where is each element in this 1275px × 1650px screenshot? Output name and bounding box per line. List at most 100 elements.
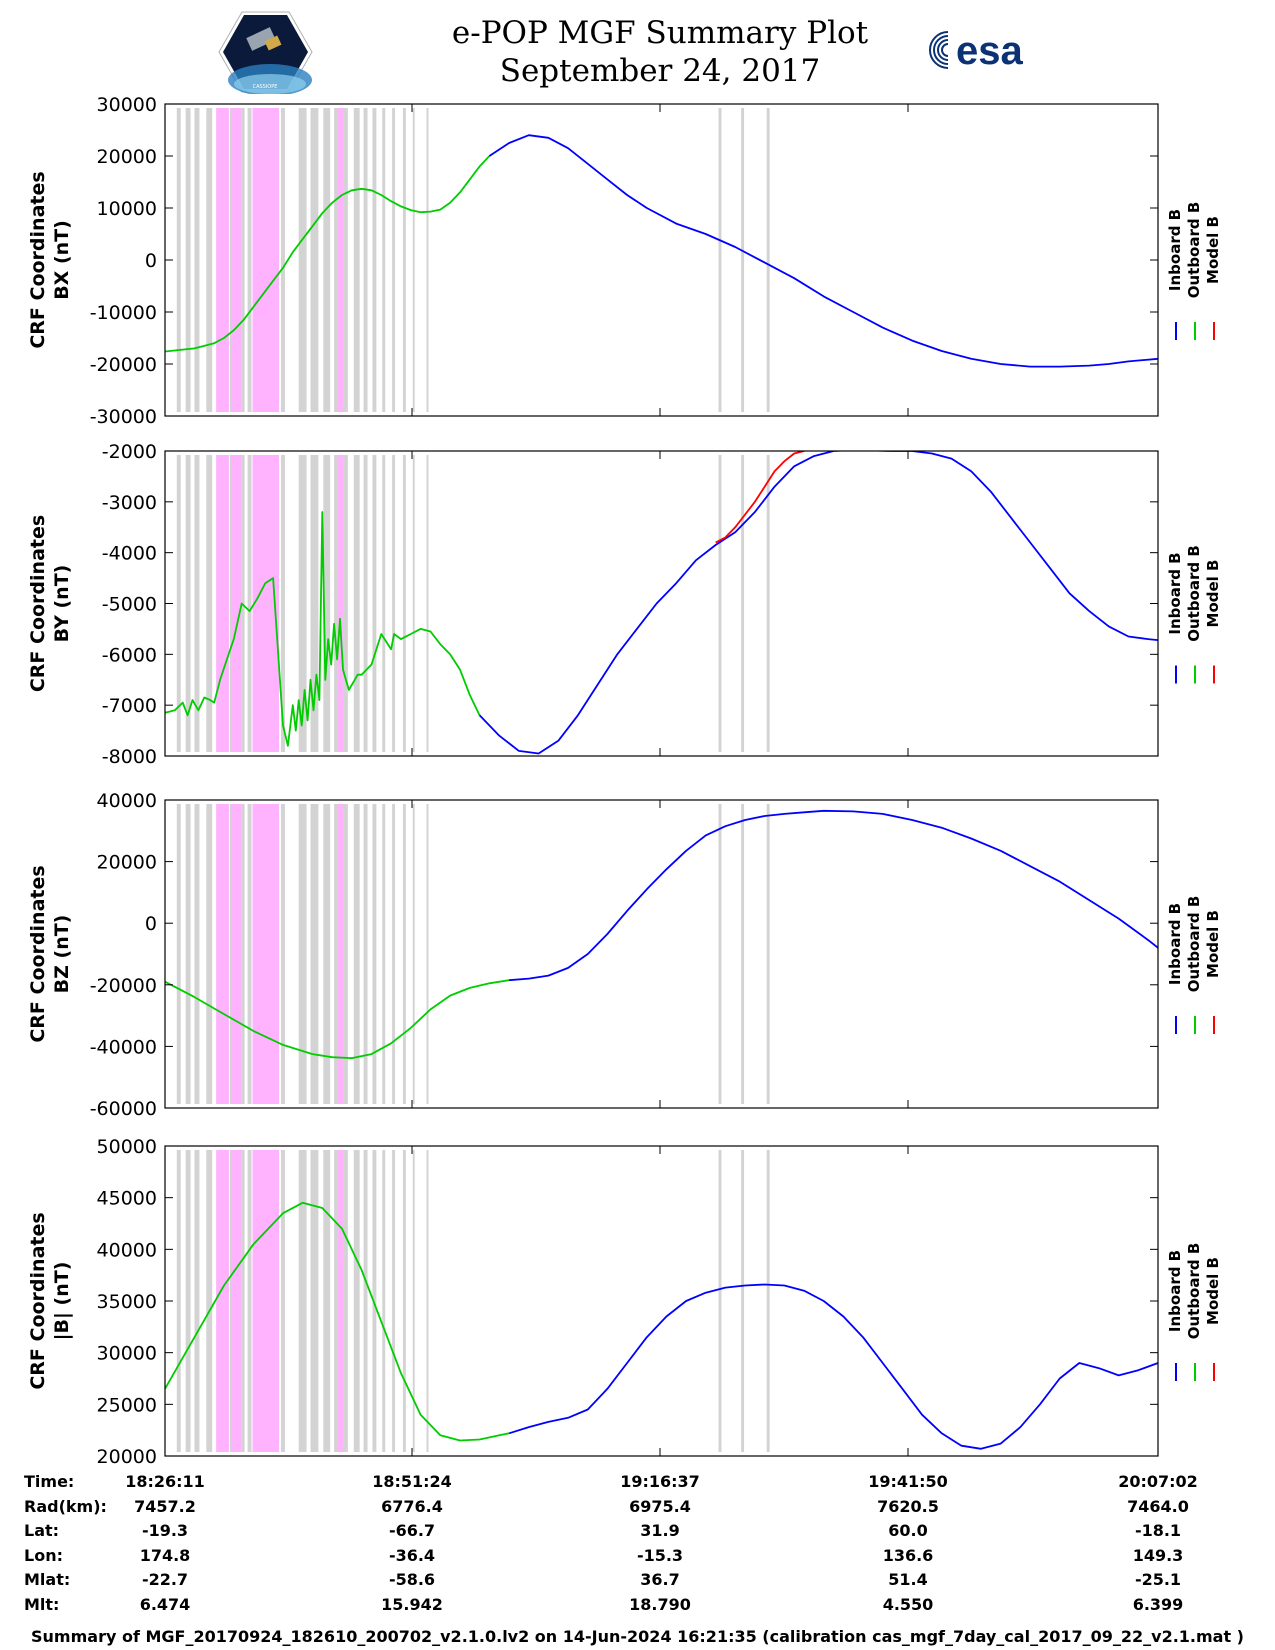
y-tick-label: 10000 [97, 198, 157, 220]
gray-data-gap-band [412, 1150, 415, 1452]
orbit-info-value: 149.3 [1132, 1545, 1184, 1565]
magenta-flag-band [252, 1150, 280, 1452]
magenta-flag-band [338, 804, 343, 1104]
magenta-flag-band [252, 108, 280, 412]
gray-data-gap-band [310, 1150, 319, 1452]
orbit-info-value: 4.550 [882, 1594, 934, 1614]
panel-3: 40000 20000 0 -20000 -40000 -60000 CRF Coordin… [27, 790, 1222, 1120]
gray-data-gap-band [194, 804, 200, 1104]
plot-frame [164, 799, 1159, 1109]
esa-logo-text: esa [956, 29, 1023, 72]
gray-data-gap-band [281, 1150, 285, 1452]
gray-data-gap-band [392, 455, 396, 752]
gray-data-gap-band [372, 455, 377, 752]
gray-data-gap-band [281, 455, 285, 752]
gray-data-gap-band [412, 804, 415, 1104]
legend-label: Outboard B [1185, 1243, 1203, 1340]
gray-data-gap-band [247, 108, 252, 412]
orbit-info-value: 19:41:50 [868, 1472, 948, 1491]
series-group [165, 134, 1158, 368]
orbit-info-value: 31.9 [640, 1521, 680, 1540]
orbit-info-value: 60.0 [888, 1521, 928, 1540]
gray-data-gap-band [718, 804, 722, 1104]
gray-data-gap-band [241, 455, 245, 752]
orbit-info-value: 6.474 [139, 1594, 191, 1614]
y-tick-label: 20000 [97, 852, 157, 874]
legend-label: Inboard B [1166, 1250, 1184, 1332]
gray-data-gap-band [382, 1150, 386, 1452]
footer-summary: Summary of MGF_20170924_182610_200702_v2… [31, 1627, 1244, 1646]
orbit-info-value: 18:26:11 [125, 1472, 205, 1491]
gray-data-gap-band [176, 804, 181, 1104]
series-group [165, 809, 1158, 1059]
gray-data-gap-band [426, 455, 429, 752]
orbit-info-value: 20:07:02 [1118, 1472, 1198, 1491]
orbit-info-label: Lon: [24, 1545, 63, 1565]
legend-label: Inboard B [1166, 903, 1184, 985]
cassiope-logo-text: CASSIOPE [253, 84, 278, 90]
y-axis-label: CRF Coordinates BX (nT) [27, 171, 73, 348]
y-tick-label: -4000 [102, 543, 157, 565]
magenta-flag-band [338, 108, 343, 412]
y-axis-label-line2: |B| (nT) [51, 1262, 73, 1341]
series-line-outboard-b [165, 155, 491, 353]
y-tick-label: -8000 [102, 746, 157, 768]
gray-data-gap-band [741, 1150, 745, 1452]
series-group [165, 451, 1158, 755]
gray-data-gap-band [741, 455, 745, 752]
gray-data-gap-band [412, 455, 415, 752]
y-axis-label-line2: BY (nT) [51, 565, 73, 643]
orbit-info-value: 19:16:37 [620, 1472, 700, 1491]
magenta-flag-band [231, 455, 242, 752]
y-axis-label: CRF Coordinates |B| (nT) [27, 1212, 73, 1389]
y-tick-label: 0 [145, 913, 157, 935]
series-line-outboard-b [165, 1201, 510, 1442]
legend-label: Outboard B [1185, 202, 1203, 299]
gray-data-gap-band [382, 108, 386, 412]
magenta-flag-band [216, 804, 229, 1104]
orbit-info-value: 51.4 [888, 1570, 928, 1589]
gray-data-gap-band [402, 455, 406, 752]
orbit-info-value: -36.4 [388, 1545, 436, 1565]
gray-data-gap-band [718, 108, 722, 412]
y-tick-label: -20000 [90, 354, 157, 376]
gray-data-gap-band [206, 1150, 213, 1452]
gray-data-gap-band [392, 108, 396, 412]
page-title: e-POP MGF Summary Plot [451, 15, 869, 51]
y-tick-label: 40000 [97, 1239, 157, 1261]
gray-data-gap-band [353, 804, 360, 1104]
y-axis-label-line1: CRF Coordinates [27, 171, 49, 348]
gray-data-gap-band [372, 108, 377, 412]
gray-data-gap-band [298, 804, 307, 1104]
gray-data-gap-band [766, 455, 770, 752]
orbit-info-value: -22.7 [141, 1570, 189, 1589]
gray-data-gap-band [185, 1150, 191, 1452]
gray-data-gap-band [372, 804, 377, 1104]
panel-2: -2000 -3000 -4000 -5000 -6000 -7000 -8000 CRF C… [27, 441, 1222, 768]
magenta-flag-band [216, 1150, 229, 1452]
orbit-info-value: 6.399 [1132, 1594, 1184, 1614]
y-tick-label: -20000 [90, 975, 157, 997]
orbit-info-value: -15.3 [636, 1545, 684, 1565]
gray-data-gap-band [382, 804, 386, 1104]
gray-data-gap-band [310, 455, 319, 752]
gray-data-gap-band [718, 1150, 722, 1452]
gray-data-gap-band [334, 108, 339, 412]
gray-data-gap-band [206, 108, 213, 412]
panel-1: 30000 20000 10000 0 -10000 -20000 -30000 CRF Co… [27, 94, 1222, 428]
y-tick-label: 30000 [97, 1343, 157, 1365]
orbit-info-value: 136.6 [882, 1545, 934, 1565]
gray-data-gap-band [402, 108, 406, 412]
gray-data-gap-band [176, 1150, 181, 1452]
orbit-info-value: 174.8 [139, 1545, 191, 1565]
orbit-info-label: Rad(km): [24, 1496, 107, 1516]
orbit-info-label: Time: [24, 1472, 75, 1491]
legend-label: Inboard B [1166, 209, 1184, 291]
orbit-info-row: Rad(km): 7457.2 6776.4 6975.4 7620.5 7464.0 [0, 1497, 1275, 1521]
gray-data-gap-band [342, 108, 348, 412]
gray-data-gap-band [323, 108, 331, 412]
orbit-info-value: 36.7 [640, 1570, 680, 1589]
gray-data-gap-band [766, 804, 770, 1104]
gray-data-gap-band [402, 1150, 406, 1452]
orbit-info-value: 18:51:24 [372, 1472, 452, 1491]
